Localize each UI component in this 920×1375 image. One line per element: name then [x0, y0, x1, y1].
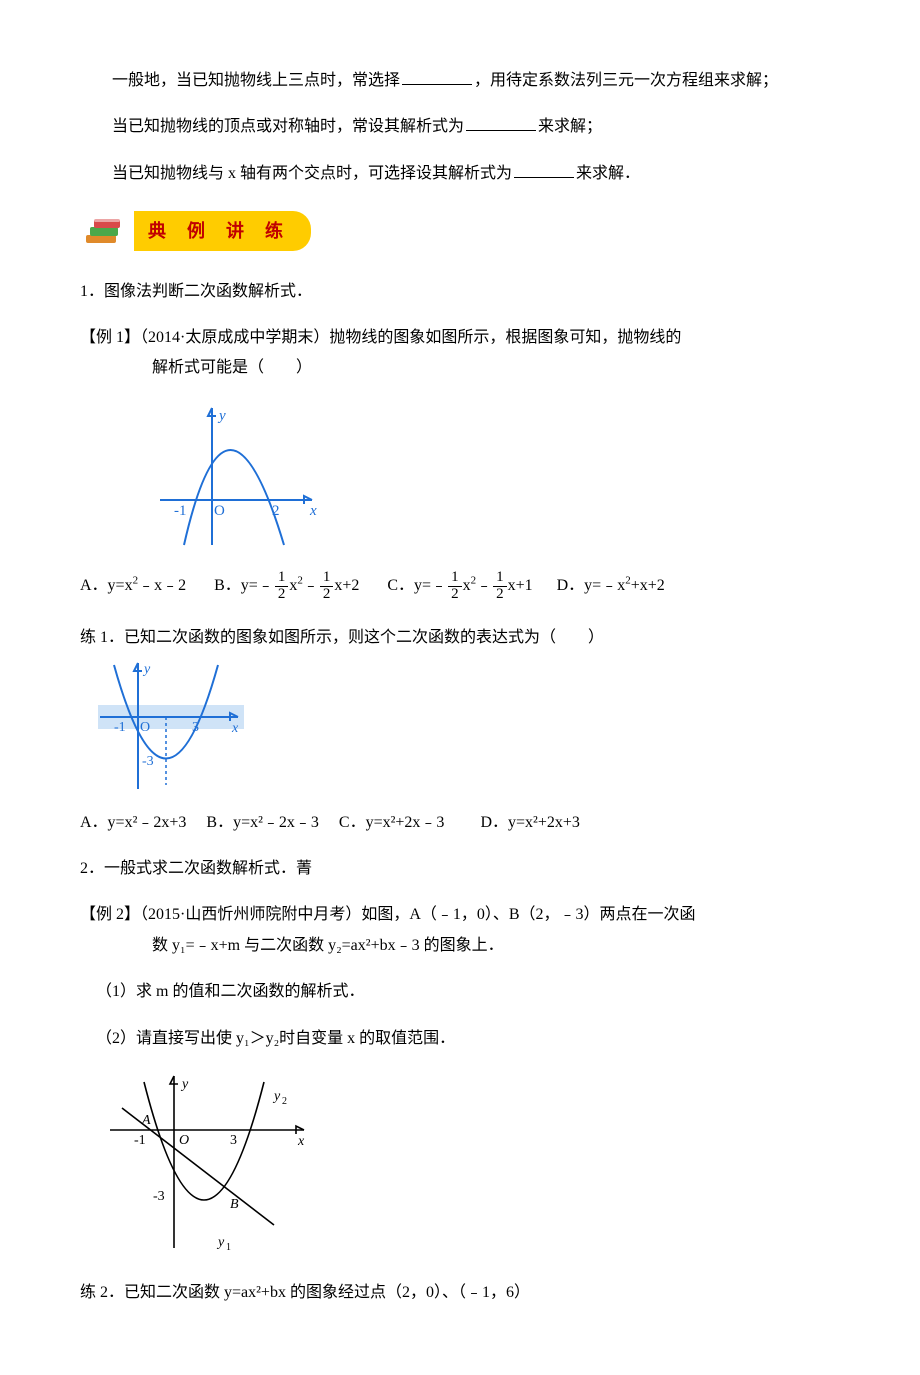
ex2-graph: y x O -1 3 -3 A B y1 y2: [104, 1070, 840, 1266]
ex1-head: 【例 1】（2014·太原成成中学期末）抛物线的图象如图所示，根据图象可知，抛物…: [80, 323, 840, 353]
text: ，用待定系数法列三元一次方程组来求解；: [474, 72, 778, 89]
text: 一般地，当已知抛物线上三点时，常选择: [112, 72, 400, 89]
svg-text:2: 2: [282, 1096, 287, 1107]
prac1-options: A．y=x²﹣2x+3 B．y=x²﹣2x﹣3 C．y=x²+2x﹣3 D．y=…: [80, 808, 840, 838]
opt-d[interactable]: D．y=﹣x2+x+2: [557, 577, 665, 594]
svg-text:-1: -1: [134, 1133, 146, 1148]
intro-line-2: 当已知抛物线的顶点或对称轴时，常设其解析式为 来求解；: [80, 112, 840, 142]
svg-text:y: y: [272, 1089, 281, 1104]
svg-text:3: 3: [230, 1133, 237, 1148]
svg-text:B: B: [230, 1197, 239, 1212]
ex2-head: 【例 2】（2015·山西忻州师院附中月考）如图，A（﹣1，0）、B（2，﹣3）…: [80, 900, 840, 930]
text: 来求解；: [538, 118, 602, 135]
opt-a[interactable]: A．y=x²﹣2x+3: [80, 814, 186, 831]
prac2: 练 2．已知二次函数 y=ax²+bx 的图象经过点（2，0）、（﹣1，6）: [80, 1278, 840, 1308]
opt-c[interactable]: C．y=x²+2x﹣3: [339, 814, 445, 831]
intro-line-3: 当已知抛物线与 x 轴有两个交点时，可选择设其解析式为 来求解．: [80, 159, 840, 189]
svg-text:y: y: [217, 408, 226, 424]
text: 来求解．: [576, 165, 640, 182]
banner-label: 典 例 讲 练: [134, 211, 311, 251]
sec2-title: 2．一般式求二次函数解析式．菁: [80, 854, 840, 884]
text: 当已知抛物线与 x 轴有两个交点时，可选择设其解析式为: [112, 165, 512, 182]
blank-1[interactable]: [402, 70, 472, 85]
prac1-graph: y x O -1 3 -3: [96, 657, 840, 803]
svg-text:-1: -1: [114, 720, 126, 735]
svg-text:x: x: [309, 503, 317, 519]
opt-b[interactable]: B．y=﹣12x2﹣12x+2: [214, 577, 359, 594]
svg-text:O: O: [140, 720, 150, 735]
opt-a[interactable]: A．y=x2﹣x﹣2: [80, 577, 186, 594]
ex1-graph: y x O -1 2: [152, 400, 840, 561]
svg-text:3: 3: [192, 720, 199, 735]
opt-c[interactable]: C．y=﹣12x2﹣12x+1: [387, 577, 532, 594]
blank-3[interactable]: [514, 162, 574, 177]
svg-text:-1: -1: [174, 503, 187, 519]
svg-text:y: y: [142, 662, 151, 677]
opt-b[interactable]: B．y=x²﹣2x﹣3: [206, 814, 319, 831]
svg-text:x: x: [231, 721, 239, 736]
section-banner: 典 例 讲 练: [80, 211, 311, 251]
svg-text:x: x: [297, 1134, 305, 1149]
ex1-options: A．y=x2﹣x﹣2 B．y=﹣12x2﹣12x+2 C．y=﹣12x2﹣12x…: [80, 565, 840, 607]
svg-text:O: O: [179, 1133, 189, 1148]
svg-text:-3: -3: [142, 754, 154, 769]
svg-text:2: 2: [272, 503, 280, 519]
svg-text:-3: -3: [153, 1189, 165, 1204]
svg-text:A: A: [141, 1113, 151, 1128]
intro-line-1: 一般地，当已知抛物线上三点时，常选择 ，用待定系数法列三元一次方程组来求解；: [80, 66, 840, 96]
svg-text:y: y: [180, 1077, 189, 1092]
ex2-q1: （1）求 m 的值和二次函数的解析式．: [80, 977, 840, 1007]
text: 当已知抛物线的顶点或对称轴时，常设其解析式为: [112, 118, 464, 135]
sec1-title: 1．图像法判断二次函数解析式．: [80, 277, 840, 307]
blank-2[interactable]: [466, 116, 536, 131]
ex2-q2: （2）请直接写出使 y₁＞y₂时自变量 x 的取值范围．: [80, 1024, 840, 1054]
prac1-head: 练 1．已知二次函数的图象如图所示，则这个二次函数的表达式为（ ）: [80, 623, 840, 653]
opt-d[interactable]: D．y=x²+2x+3: [480, 814, 579, 831]
svg-text:y: y: [216, 1235, 225, 1250]
ex2-head2: 数 y₁=﹣x+m 与二次函数 y₂=ax²+bx﹣3 的图象上．: [80, 931, 840, 961]
ex1-head2: 解析式可能是（ ）: [80, 353, 840, 383]
books-icon: [80, 213, 128, 249]
svg-text:1: 1: [226, 1242, 231, 1253]
svg-text:O: O: [214, 503, 225, 519]
